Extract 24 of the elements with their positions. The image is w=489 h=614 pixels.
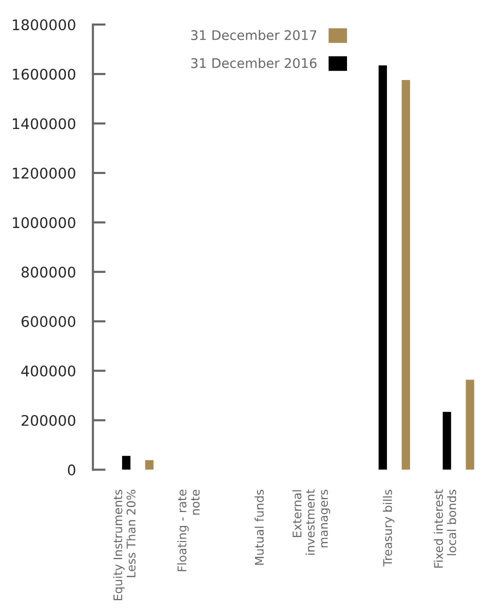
- bar: [122, 456, 130, 470]
- y-tick-label: 800000: [22, 266, 76, 278]
- y-tick-label: 400000: [21, 366, 76, 377]
- y-tick-label: 200000: [22, 414, 76, 426]
- legend-label: 31 December 2016: [191, 58, 317, 68]
- y-tick-label: 0: [68, 464, 76, 476]
- bar: [442, 412, 452, 470]
- bar: [145, 460, 154, 470]
- y-tick-label: 1200000: [12, 168, 76, 179]
- y-tick-label: 600000: [22, 316, 76, 328]
- legend-label: 31 December 2017: [191, 30, 316, 40]
- x-tick-label: Treasury bills: [382, 490, 394, 566]
- x-tick-label: External investment managers: [292, 489, 330, 555]
- x-tick-label: Mutual funds: [254, 490, 264, 565]
- y-tick-label: 1400000: [12, 118, 76, 130]
- y-tick-label: 1600000: [12, 68, 76, 80]
- y-tick-label: 1800000: [12, 19, 76, 30]
- x-tick-label: Fixed interest local bonds: [434, 489, 456, 568]
- y-tick-label: 1000000: [12, 217, 76, 228]
- bar: [466, 380, 474, 470]
- x-tick-label: Floating - rate note: [177, 490, 200, 572]
- x-tick-label: Equity Instruments Less Than 20%: [113, 490, 136, 600]
- bar: [402, 80, 410, 470]
- bar: [378, 65, 387, 470]
